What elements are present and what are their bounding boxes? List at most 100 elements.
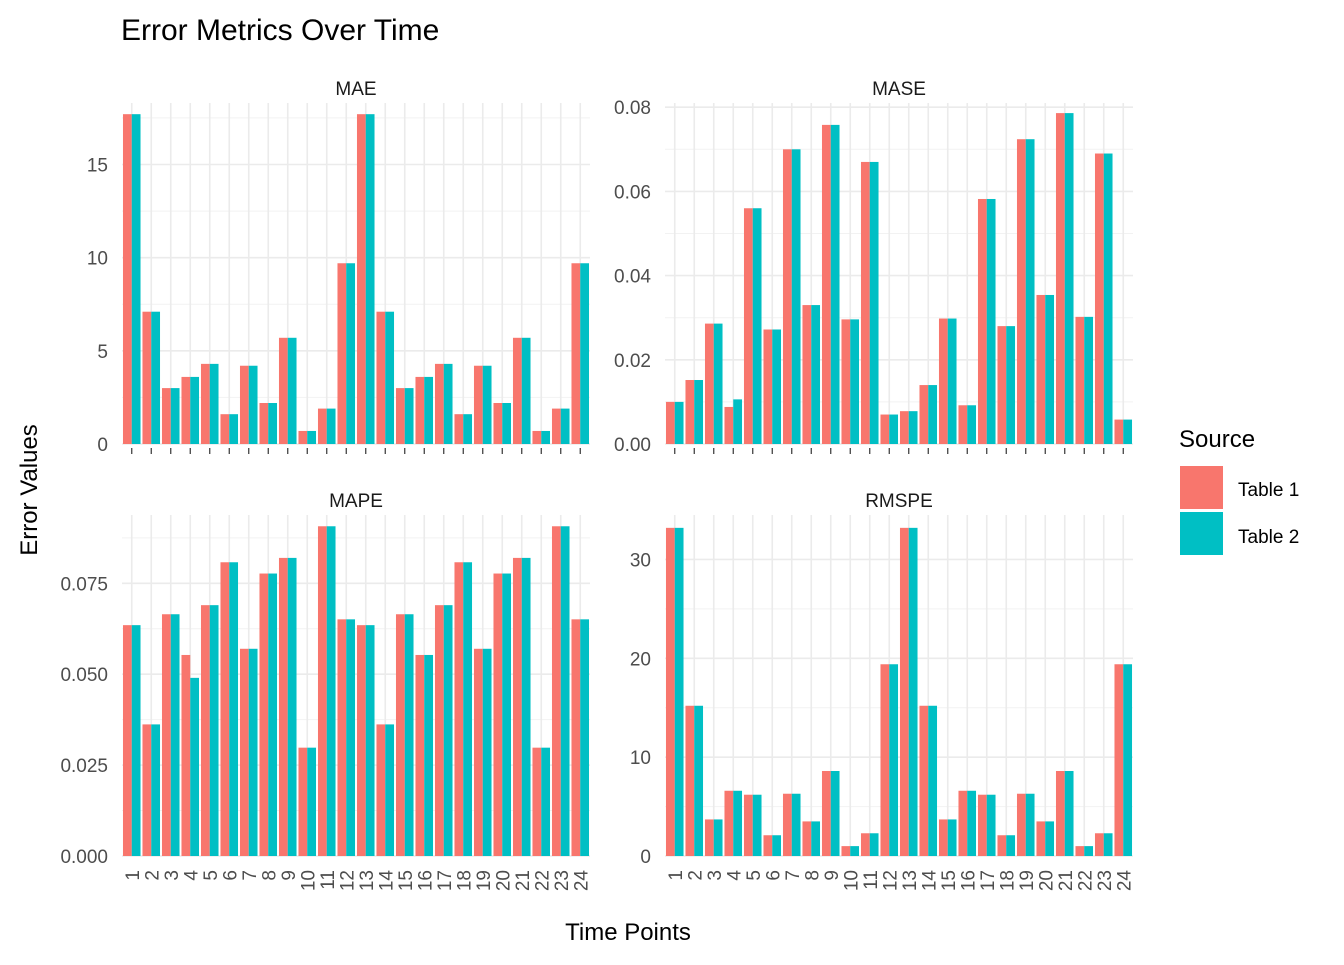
x-tick-label: 24 <box>571 870 592 892</box>
bar-table-1 <box>278 557 288 856</box>
bar-table-1 <box>977 198 987 444</box>
bar-table-1 <box>337 619 347 856</box>
x-tick-label: 2 <box>685 870 706 881</box>
x-tick-label: 6 <box>763 870 784 881</box>
bar-table-1 <box>356 114 366 444</box>
chart-title: Error Metrics Over Time <box>121 14 439 47</box>
x-tick-label: 18 <box>997 870 1018 891</box>
bar-table-1 <box>551 408 561 444</box>
bar-table-2 <box>752 794 762 856</box>
bar-table-1 <box>685 705 695 856</box>
x-tick-label: 15 <box>396 870 417 891</box>
x-tick-label: 23 <box>1095 870 1116 891</box>
bar-table-1 <box>860 161 870 444</box>
x-tick-label: 8 <box>802 870 823 881</box>
y-tick-label: 0.025 <box>60 756 108 777</box>
bar-table-1 <box>860 833 870 856</box>
bar-table-2 <box>811 305 821 444</box>
bar-table-1 <box>434 363 444 444</box>
x-tick-label: 9 <box>279 870 300 881</box>
panel-title-mape: MAPE <box>329 491 383 512</box>
bar-table-1 <box>376 311 386 444</box>
panel-title-rmspe: RMSPE <box>865 491 933 512</box>
bar-table-2 <box>1123 419 1133 444</box>
bar-table-1 <box>938 819 948 856</box>
bar-table-1 <box>259 573 269 856</box>
legend-label-table-2: Table 2 <box>1238 527 1299 548</box>
bar-table-2 <box>170 388 180 444</box>
bar-table-1 <box>821 124 831 444</box>
bar-table-1 <box>239 365 249 444</box>
x-tick-label: 2 <box>142 870 163 881</box>
bar-table-2 <box>889 414 899 444</box>
bar-table-1 <box>880 664 890 856</box>
bar-table-1 <box>395 614 405 856</box>
bar-table-2 <box>521 557 531 856</box>
bar-table-2 <box>1123 664 1133 856</box>
bar-table-1 <box>298 747 308 856</box>
bar-table-2 <box>1084 316 1094 444</box>
panel-rmspe: RMSPE01020301234567891011121314151617181… <box>630 491 1135 891</box>
bar-table-2 <box>1006 326 1016 444</box>
bar-table-2 <box>908 411 918 444</box>
bar-table-1 <box>356 625 366 856</box>
bar-table-1 <box>782 149 792 444</box>
bar-table-1 <box>1016 793 1026 856</box>
x-tick-label: 13 <box>900 870 921 891</box>
bar-table-1 <box>454 414 464 444</box>
bar-table-2 <box>850 319 860 444</box>
bar-table-1 <box>415 654 425 856</box>
bar-table-2 <box>229 562 239 856</box>
bar-table-1 <box>337 263 347 444</box>
bar-table-2 <box>248 365 258 444</box>
bar-table-1 <box>415 376 425 444</box>
bar-table-2 <box>307 747 317 856</box>
bar-table-1 <box>493 573 503 856</box>
bar-table-2 <box>151 724 161 856</box>
bar-table-1 <box>181 654 191 856</box>
bar-table-2 <box>869 833 879 856</box>
x-tick-label: 15 <box>939 870 960 891</box>
x-tick-label: 20 <box>1036 870 1057 891</box>
bar-table-1 <box>376 724 386 856</box>
bar-table-1 <box>685 380 695 444</box>
bar-table-1 <box>571 263 581 444</box>
bar-table-1 <box>434 605 444 856</box>
bar-table-2 <box>830 124 840 444</box>
bar-table-1 <box>704 323 714 444</box>
bar-table-1 <box>278 337 288 444</box>
bar-table-1 <box>473 648 483 856</box>
bar-table-1 <box>1075 316 1085 444</box>
bar-table-2 <box>674 401 684 444</box>
bar-table-2 <box>268 573 278 856</box>
x-tick-label: 5 <box>201 870 222 881</box>
bar-table-1 <box>220 562 230 856</box>
bar-table-2 <box>463 562 473 856</box>
x-tick-label: 7 <box>240 870 261 881</box>
y-tick-label: 30 <box>630 550 651 571</box>
bar-table-2 <box>1103 153 1113 444</box>
bar-table-2 <box>521 337 531 444</box>
bar-table-1 <box>958 790 968 856</box>
x-tick-label: 21 <box>1056 870 1077 891</box>
bar-table-2 <box>713 323 723 444</box>
facet-panels: MAE051015MASE0.000.020.040.060.08MAPE0.0… <box>60 79 1135 891</box>
bar-table-2 <box>268 403 278 444</box>
bar-table-1 <box>802 821 812 856</box>
bar-table-1 <box>1114 419 1124 444</box>
bar-table-2 <box>928 705 938 856</box>
bar-table-2 <box>947 819 957 856</box>
bar-table-1 <box>220 414 230 444</box>
bar-table-2 <box>385 311 395 444</box>
x-tick-label: 8 <box>259 870 280 881</box>
bar-table-2 <box>541 430 551 444</box>
bar-table-1 <box>298 430 308 444</box>
y-tick-label: 0.04 <box>614 267 651 288</box>
bar-table-1 <box>938 318 948 444</box>
bar-table-2 <box>791 793 801 856</box>
bar-table-1 <box>181 376 191 444</box>
x-tick-label: 23 <box>552 870 573 891</box>
x-tick-label: 3 <box>162 870 183 881</box>
